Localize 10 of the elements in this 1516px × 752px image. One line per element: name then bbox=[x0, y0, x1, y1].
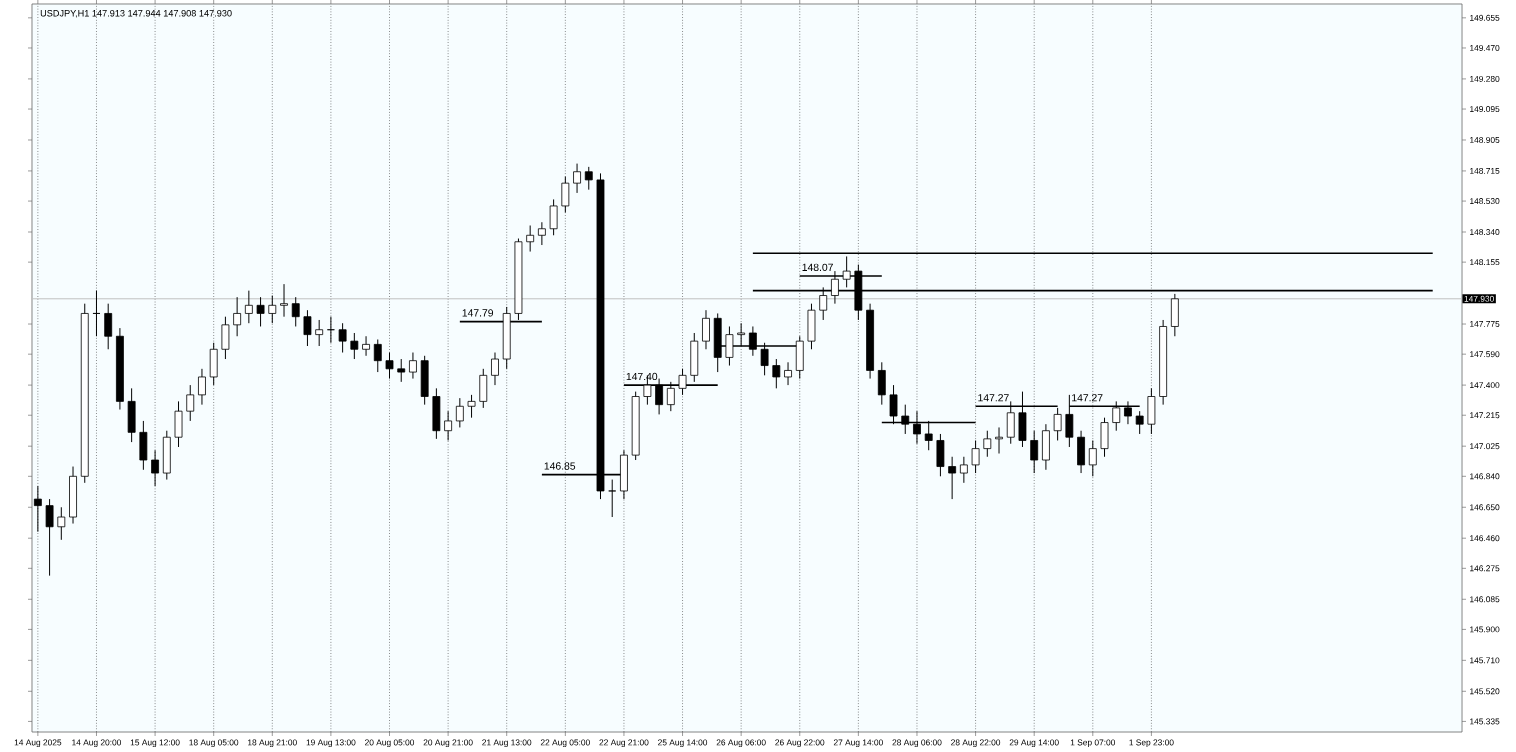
candlestick bbox=[573, 163, 581, 194]
candlestick bbox=[784, 361, 792, 386]
candlestick bbox=[69, 466, 77, 525]
candlestick bbox=[104, 303, 113, 350]
candlestick bbox=[608, 479, 617, 518]
candlestick bbox=[702, 309, 710, 350]
candlestick bbox=[280, 283, 288, 318]
candlestick bbox=[198, 368, 206, 406]
candlestick bbox=[491, 352, 499, 386]
candlestick bbox=[409, 352, 417, 380]
